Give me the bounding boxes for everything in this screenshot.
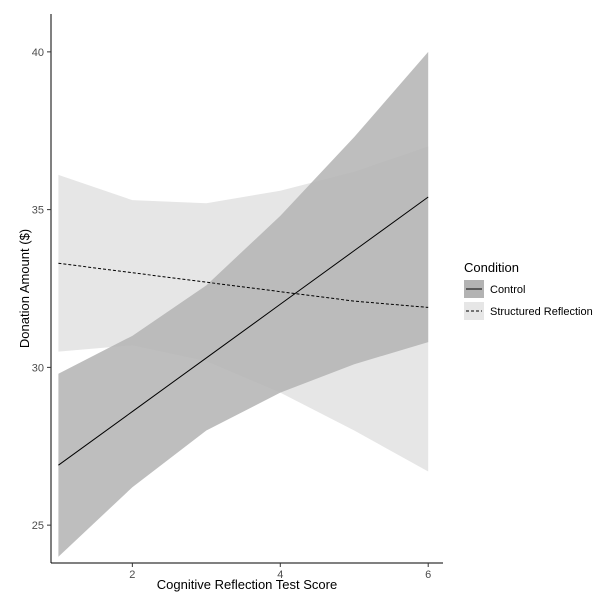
confidence-bands xyxy=(58,51,429,557)
x-tick-label: 6 xyxy=(425,569,431,581)
legend: Condition Control Structured Reflection xyxy=(464,260,593,320)
y-axis-title: Donation Amount ($) xyxy=(17,229,32,348)
trend-line-control xyxy=(58,196,429,466)
y-tick-label: 40 xyxy=(32,47,44,59)
axes: 2 4 6 25 30 35 40 xyxy=(32,14,443,581)
y-tick-label: 30 xyxy=(32,362,44,374)
x-axis-title: Cognitive Reflection Test Score xyxy=(157,577,337,592)
x-tick-label: 2 xyxy=(129,569,135,581)
legend-label-control: Control xyxy=(490,284,525,296)
legend-title: Condition xyxy=(464,260,519,275)
x-tick-label: 4 xyxy=(277,569,283,581)
y-tick-label: 35 xyxy=(32,205,44,217)
trend-lines xyxy=(58,196,429,466)
y-tick-label: 25 xyxy=(32,520,44,532)
legend-label-structured-reflection: Structured Reflection xyxy=(490,306,593,318)
legend-items: Control Structured Reflection xyxy=(464,280,593,320)
y-ticks: 25 30 35 40 xyxy=(32,47,51,532)
confidence-band-control xyxy=(58,51,429,557)
trend-line-structured-reflection xyxy=(58,262,429,308)
x-ticks: 2 4 6 xyxy=(129,563,431,581)
